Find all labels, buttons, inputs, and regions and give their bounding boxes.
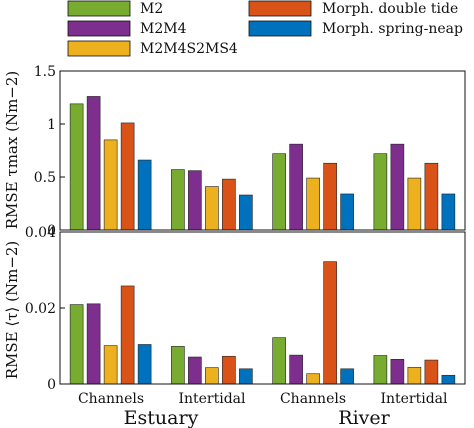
legend: M2 M2M4 M2M4S2MS4 Morph. double tide Mor… — [67, 0, 463, 57]
ytick-label: 1.5 — [34, 64, 56, 80]
legend-swatch-m2 — [67, 0, 131, 17]
bars-top — [69, 96, 456, 231]
bar-bottom-m2m4-3 — [390, 358, 405, 385]
bar-top-m2-3 — [373, 153, 388, 231]
axes-frame-bottom — [59, 231, 466, 385]
bar-top-morph-double-tide-3 — [424, 162, 439, 231]
bar-top-m2-1 — [171, 169, 185, 231]
panel-top: RMSE τmax (Nm−2) 0 0.5 1 1.5 — [3, 64, 466, 239]
bar-top-morph-double-tide-2 — [323, 162, 337, 231]
bar-bottom-morph-spring-neap-2 — [340, 368, 354, 385]
bar-bottom-m2-3 — [373, 355, 388, 385]
bar-top-morph-spring-neap-2 — [340, 193, 354, 231]
bar-bottom-morph-double-tide-2 — [323, 261, 337, 385]
bar-top-morph-spring-neap-0 — [137, 159, 152, 231]
ytick-label: 0.02 — [25, 301, 56, 317]
bar-bottom-m2m4s2ms4-3 — [407, 366, 422, 385]
legend-label-m2: M2 — [140, 1, 163, 17]
ylabel-top: RMSE τmax (Nm−2) — [3, 71, 21, 230]
xtick-label: Channels — [78, 391, 144, 407]
group-label-river: River — [338, 407, 390, 428]
legend-swatch-spring-neap — [248, 20, 312, 37]
bar-top-m2m4s2ms4-0 — [103, 139, 118, 231]
bar-top-m2m4-3 — [390, 143, 405, 231]
bar-bottom-morph-double-tide-3 — [424, 359, 439, 385]
bar-top-m2m4s2ms4-2 — [306, 177, 320, 231]
legend-swatch-m2m4s2ms4 — [67, 40, 131, 57]
bar-top-morph-double-tide-1 — [222, 178, 236, 231]
bar-bottom-morph-spring-neap-3 — [441, 374, 456, 385]
bars-bottom — [69, 261, 456, 385]
bar-bottom-morph-spring-neap-0 — [137, 344, 152, 385]
ytick-label: 0 — [47, 223, 56, 239]
bar-top-m2m4s2ms4-1 — [205, 186, 219, 231]
legend-swatch-double-tide — [248, 0, 312, 17]
bar-top-morph-spring-neap-1 — [239, 194, 253, 231]
legend-swatch-m2m4 — [67, 20, 131, 37]
legend-label-double-tide: Morph. double tide — [322, 1, 458, 17]
bar-bottom-m2m4-0 — [86, 303, 101, 385]
bar-bottom-morph-spring-neap-1 — [239, 368, 253, 385]
group-label-estuary: Estuary — [124, 407, 199, 428]
ytick-label: 0.04 — [25, 225, 56, 241]
ytick-label: 1 — [47, 117, 56, 133]
bar-bottom-m2m4-1 — [188, 356, 202, 385]
legend-label-spring-neap: Morph. spring-neap — [322, 21, 463, 37]
ytick-label: 0 — [47, 377, 56, 393]
yticks-bottom: 0 0.02 0.04 — [25, 225, 65, 393]
xtick-label: Intertidal — [380, 391, 448, 407]
xtick-label: Channels — [280, 391, 346, 407]
bar-top-morph-double-tide-0 — [120, 122, 135, 231]
bar-bottom-morph-double-tide-0 — [120, 285, 135, 385]
bar-bottom-m2-0 — [69, 304, 84, 385]
bar-top-morph-spring-neap-3 — [441, 193, 456, 231]
bar-bottom-m2m4-2 — [289, 354, 303, 385]
ylabel-bottom: RMSE ⟨τ⟩ (Nm−2) — [3, 241, 21, 380]
bar-top-m2m4-0 — [86, 96, 101, 231]
yticks-top: 0 0.5 1 1.5 — [34, 64, 65, 239]
axes-frame-top — [59, 70, 466, 231]
x-axis: Channels Intertidal Channels Intertidal … — [78, 391, 448, 428]
bar-bottom-morph-double-tide-1 — [222, 355, 236, 385]
bar-top-m2-2 — [272, 153, 286, 231]
bar-bottom-m2m4s2ms4-1 — [205, 367, 219, 385]
bar-bottom-m2m4s2ms4-2 — [306, 373, 320, 385]
bar-top-m2m4-2 — [289, 143, 303, 231]
bar-top-m2m4s2ms4-3 — [407, 177, 422, 231]
bar-bottom-m2-2 — [272, 337, 286, 385]
bar-bottom-m2m4s2ms4-0 — [103, 345, 118, 385]
xtick-label: Intertidal — [178, 391, 246, 407]
ytick-label: 0.5 — [34, 170, 56, 186]
legend-label-m2m4: M2M4 — [140, 21, 187, 37]
legend-label-m2m4s2ms4: M2M4S2MS4 — [140, 41, 238, 57]
bar-bottom-m2-1 — [171, 346, 185, 385]
bar-top-m2-0 — [69, 103, 84, 231]
bar-top-m2m4-1 — [188, 170, 202, 231]
panel-bottom: RMSE ⟨τ⟩ (Nm−2) 0 0.02 0.04 — [3, 225, 466, 393]
